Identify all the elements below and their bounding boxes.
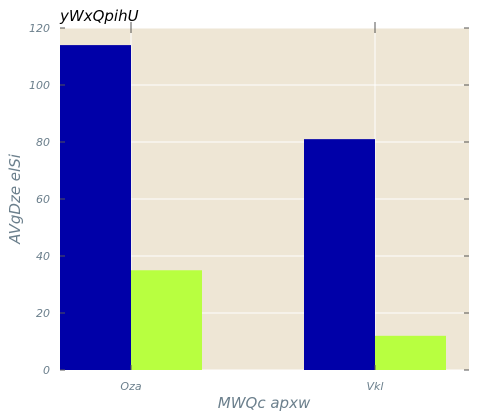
y-tick-label: 60 — [36, 193, 50, 206]
y-tick-label: 100 — [29, 79, 50, 92]
y-tick-label: 40 — [36, 250, 50, 263]
y-axis-label: AVgDze elSi — [6, 153, 24, 245]
x-tick-label: Vkl — [367, 380, 384, 393]
x-axis-label: MWQc apxw — [218, 394, 311, 412]
y-tick-label: 20 — [36, 307, 50, 320]
y-tick-label: 0 — [43, 364, 50, 377]
bars — [60, 45, 446, 370]
axis-ticks: 0 20 40 60 80 100 120 Oza Vkl — [29, 22, 469, 393]
bar-oza-series-1 — [60, 45, 131, 370]
y-tick-label: 80 — [36, 136, 50, 149]
chart-title: yWxQpihU — [59, 7, 139, 25]
x-tick-label: Oza — [120, 380, 141, 393]
bar-vkl-series-2 — [375, 335, 446, 370]
bar-vkl-series-1 — [304, 139, 375, 370]
y-tick-label: 120 — [29, 22, 50, 35]
bar-oza-series-2 — [131, 270, 202, 370]
